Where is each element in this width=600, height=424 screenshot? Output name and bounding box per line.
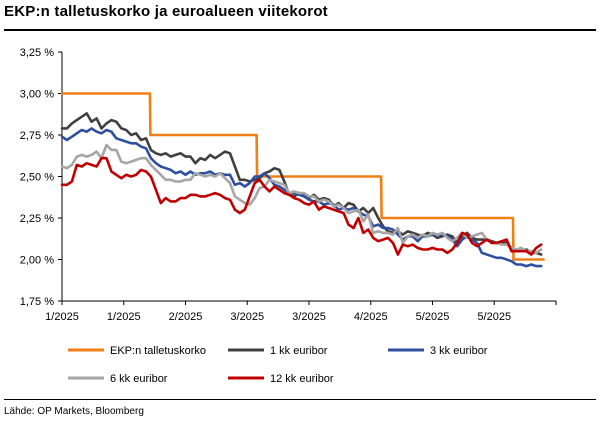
legend-label-ekp-n-talletuskorko: EKP:n talletuskorko (110, 345, 206, 357)
series-lines (60, 92, 545, 268)
y-tick-label: 3,25 % (20, 47, 54, 59)
x-tick-label: 1/2025 (107, 311, 141, 323)
series-line-ekp-n-talletuskorko (60, 92, 545, 261)
y-tick-label: 2,00 % (20, 255, 54, 267)
line-chart: 1,75 % 2,00 % 2,25 % 2,50 % 2,75 % 3,00 % 3,25… (20, 47, 557, 385)
y-tick-label: 2,25 % (20, 213, 54, 225)
x-tick-label: 5/2025 (416, 311, 450, 323)
x-tick-label: 5/2025 (477, 311, 511, 323)
y-tick-label: 2,75 % (20, 130, 54, 142)
legend-label-3-kk-euribor: 3 kk euribor (430, 345, 488, 357)
x-tick-label: 3/2025 (292, 311, 326, 323)
legend-label-1-kk-euribor: 1 kk euribor (270, 345, 328, 357)
series-line-1-kk-euribor (60, 112, 543, 256)
footer-rule (4, 399, 596, 400)
source-note: Lähde: OP Markets, Bloomberg (4, 406, 144, 417)
series-line-12-kk-euribor (60, 156, 543, 256)
chart-title: EKP:n talletuskorko ja euroalueen viitek… (4, 3, 328, 20)
y-tick-label: 2,50 % (20, 172, 54, 184)
y-tick-label: 3,00 % (20, 89, 54, 101)
x-tick-label: 3/2025 (230, 311, 264, 323)
legend: EKP:n talletuskorko 1 kk euribor 3 kk euri… (68, 345, 488, 385)
x-tick-label: 2/2025 (169, 311, 203, 323)
axes: 1,75 % 2,00 % 2,25 % 2,50 % 2,75 % 3,00 % 3,25… (20, 47, 557, 323)
x-tick-label: 4/2025 (354, 311, 388, 323)
title-rule (4, 29, 596, 31)
legend-label-6-kk-euribor: 6 kk euribor (110, 373, 168, 385)
legend-label-12-kk-euribor: 12 kk euribor (270, 373, 334, 385)
series-line-3-kk-euribor (60, 127, 543, 268)
x-tick-label: 1/2025 (45, 311, 79, 323)
y-tick-label: 1,75 % (20, 296, 54, 308)
